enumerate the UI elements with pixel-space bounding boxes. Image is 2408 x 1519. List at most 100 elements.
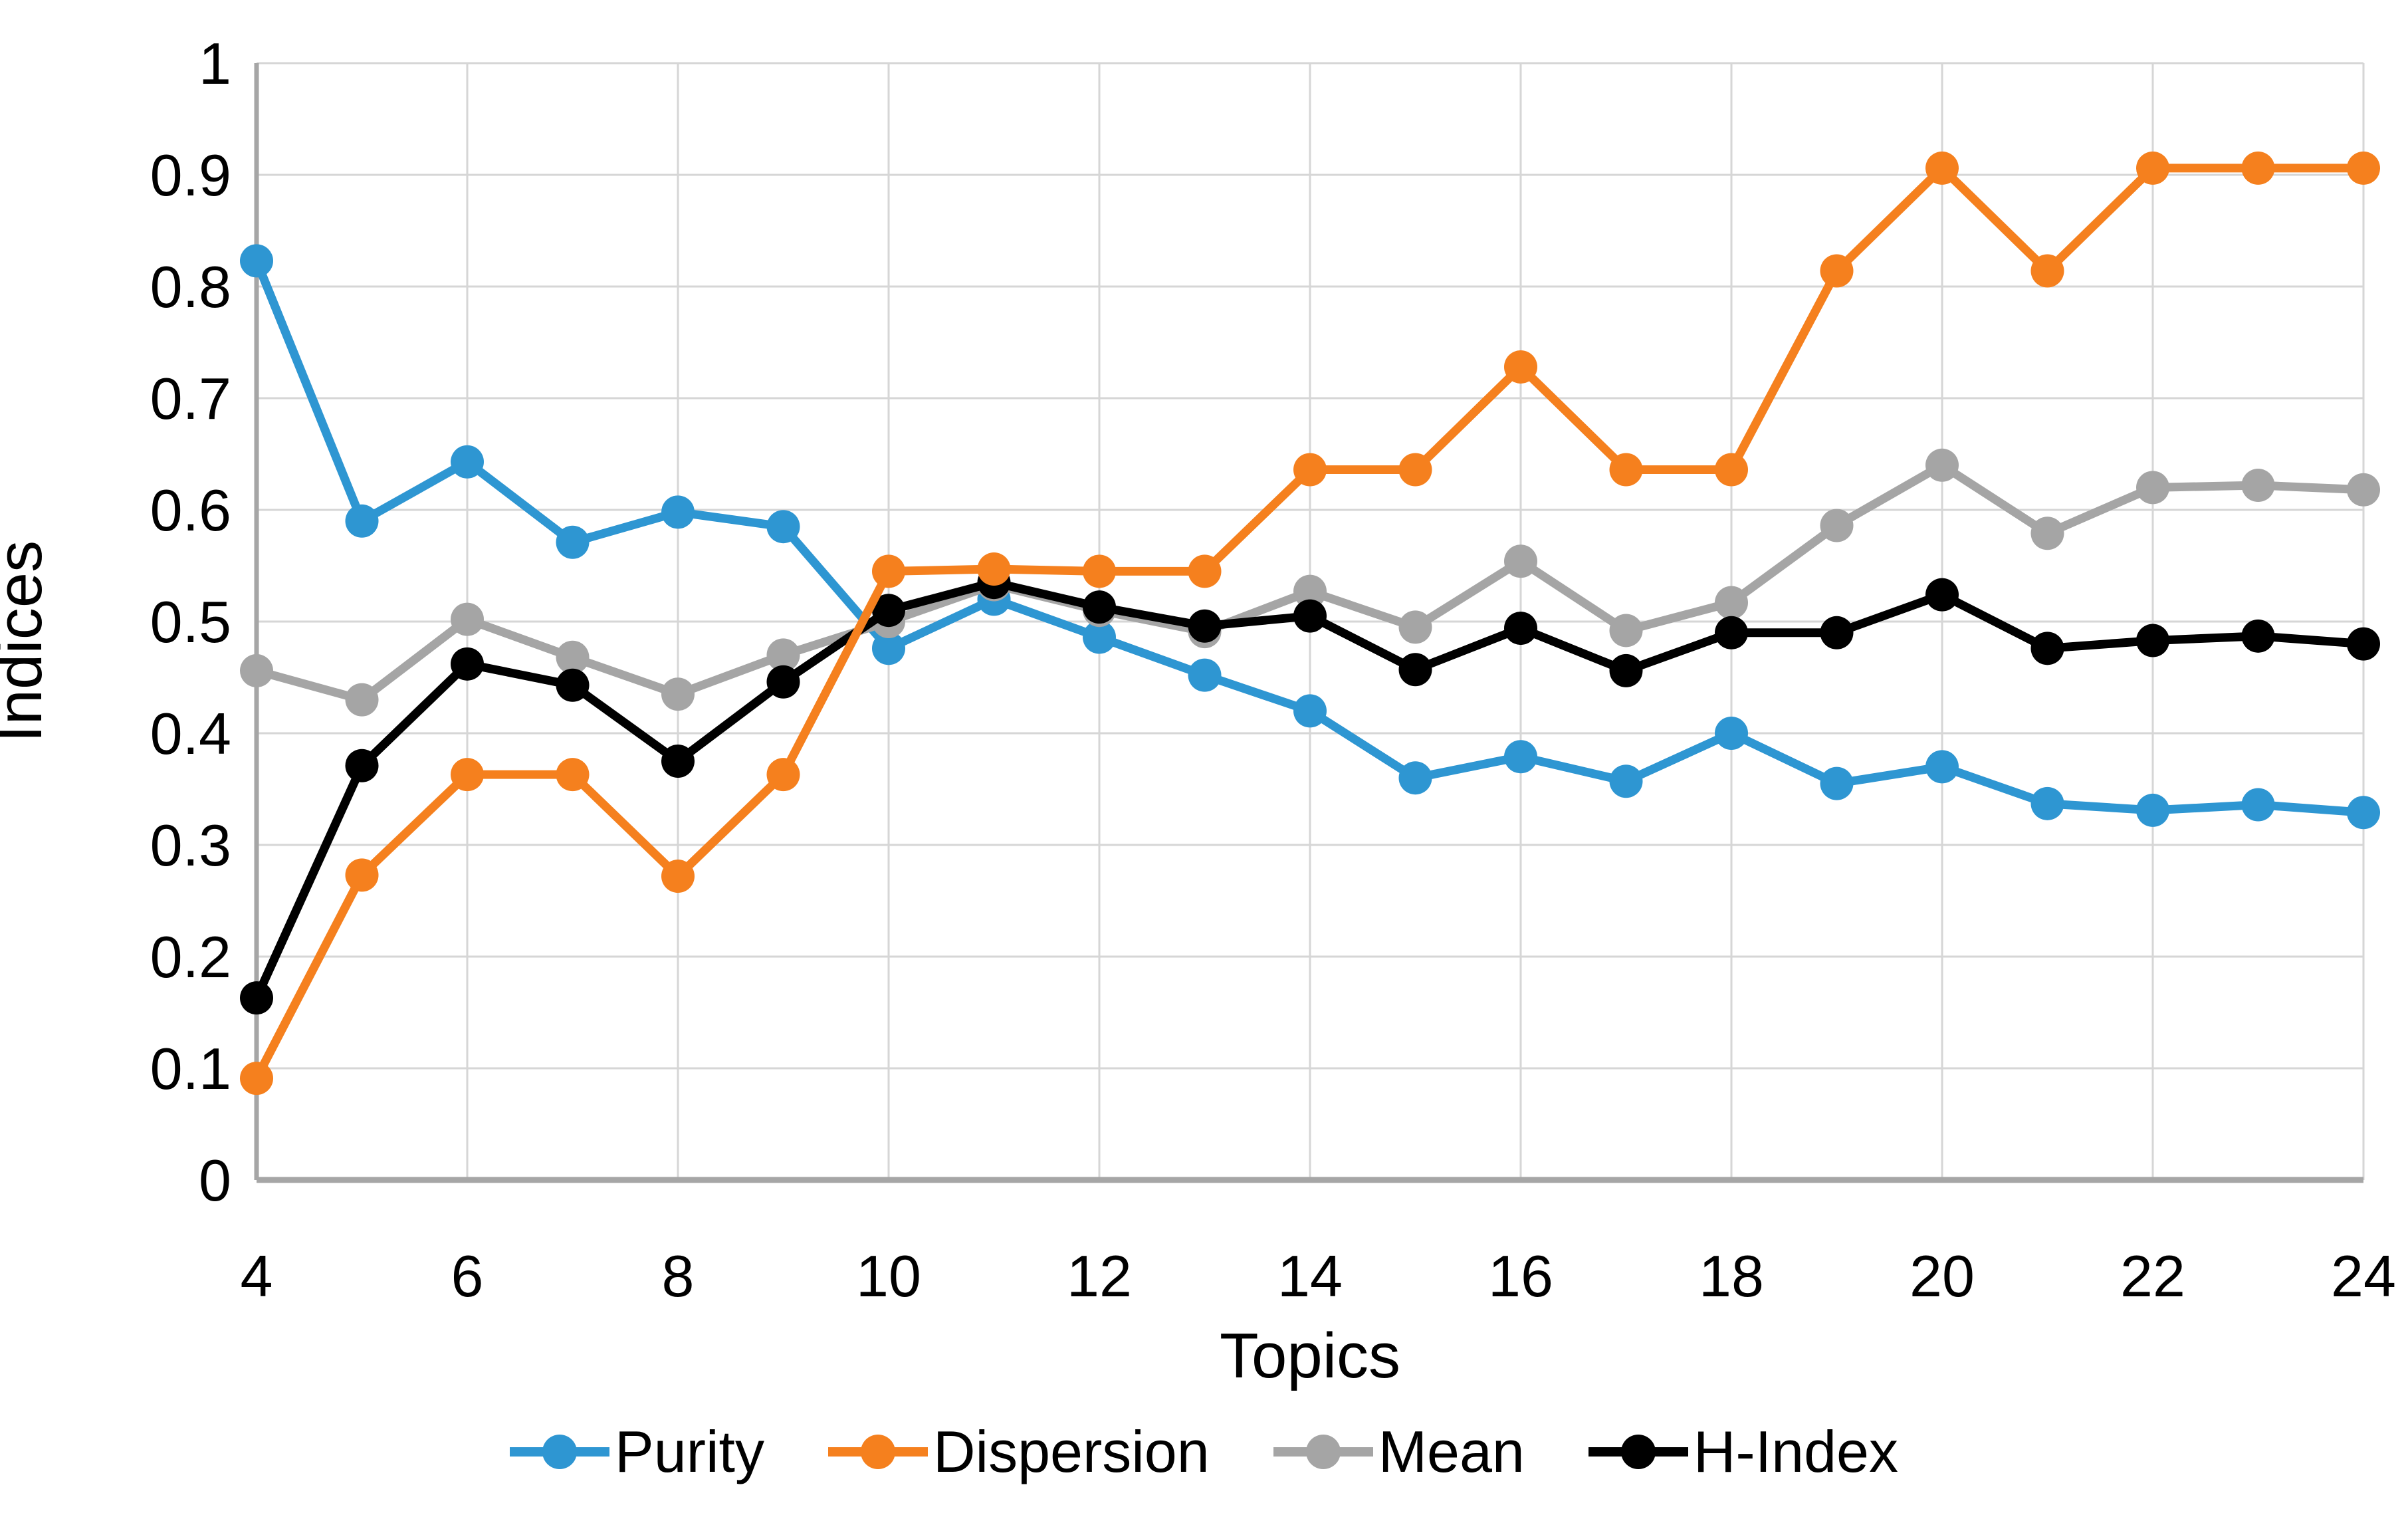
y-tick-label: 0.2 bbox=[150, 924, 231, 990]
data-point-dispersion bbox=[345, 858, 379, 892]
legend-label-h-index: Mean bbox=[1378, 1419, 1525, 1484]
data-point-mean bbox=[1609, 614, 1643, 647]
data-point-mean bbox=[2030, 517, 2064, 550]
x-axis-title: Topics bbox=[1220, 1320, 1400, 1391]
data-point-mean bbox=[2347, 473, 2380, 507]
data-point-mean bbox=[1398, 610, 1432, 644]
data-point-h-index bbox=[240, 981, 273, 1015]
data-point-h-index bbox=[556, 668, 590, 702]
data-point-purity bbox=[872, 632, 905, 665]
data-point-purity bbox=[766, 510, 800, 544]
data-point-dispersion bbox=[2136, 151, 2169, 185]
data-point-h-index bbox=[1083, 590, 1116, 624]
line-dot-marker-icon bbox=[1273, 1435, 1373, 1469]
x-tick-label: 10 bbox=[856, 1243, 921, 1309]
data-point-mean bbox=[1820, 509, 1854, 542]
data-point-h-index bbox=[1188, 609, 1222, 643]
data-point-h-index bbox=[872, 594, 905, 628]
data-point-h-index bbox=[1504, 612, 1537, 645]
data-point-purity bbox=[451, 445, 484, 479]
y-tick-label: 1 bbox=[199, 31, 231, 96]
data-point-mean bbox=[1293, 574, 1327, 608]
legend-item-h-index: H-Index bbox=[1588, 1423, 1898, 1481]
data-point-dispersion bbox=[451, 758, 484, 792]
data-point-purity bbox=[1925, 750, 1959, 784]
data-point-h-index bbox=[661, 745, 695, 778]
chart-legend: Purity Dispersion Mean H-Index bbox=[0, 1423, 2408, 1481]
data-point-mean bbox=[1504, 544, 1537, 578]
data-point-dispersion bbox=[1293, 453, 1327, 487]
y-tick-label: 0.8 bbox=[150, 254, 231, 320]
x-tick-label: 22 bbox=[2120, 1243, 2185, 1309]
data-point-dispersion bbox=[556, 758, 590, 792]
legend-item-mean: Mean bbox=[1273, 1423, 1525, 1481]
y-tick-label: 0.9 bbox=[150, 142, 231, 208]
data-point-purity bbox=[2241, 788, 2275, 822]
data-point-dispersion bbox=[2030, 254, 2064, 288]
data-point-purity bbox=[240, 244, 273, 278]
y-tick-label: 0.7 bbox=[150, 366, 231, 431]
data-point-mean bbox=[451, 602, 484, 636]
data-point-mean bbox=[1925, 448, 1959, 482]
data-point-h-index bbox=[1293, 599, 1327, 633]
data-point-purity bbox=[345, 504, 379, 538]
data-point-dispersion bbox=[1609, 453, 1643, 487]
data-point-purity bbox=[2347, 796, 2380, 830]
data-point-purity bbox=[556, 525, 590, 559]
x-tick-label: 20 bbox=[1910, 1243, 1975, 1309]
y-tick-label: 0.3 bbox=[150, 812, 231, 878]
x-tick-label: 24 bbox=[2331, 1243, 2396, 1309]
legend-item-purity: Purity bbox=[510, 1423, 764, 1481]
y-tick-label: 0.1 bbox=[150, 1036, 231, 1102]
data-point-purity bbox=[1820, 766, 1854, 800]
data-point-h-index bbox=[1925, 578, 1959, 612]
y-tick-label: 0.5 bbox=[150, 589, 231, 655]
data-point-dispersion bbox=[1398, 453, 1432, 487]
x-tick-label: 6 bbox=[451, 1243, 484, 1309]
data-point-purity bbox=[1083, 620, 1116, 654]
data-point-h-index bbox=[2347, 627, 2380, 661]
data-point-mean bbox=[556, 640, 590, 674]
x-tick-label: 18 bbox=[1699, 1243, 1764, 1309]
x-tick-label: 12 bbox=[1067, 1243, 1132, 1309]
x-tick-label: 8 bbox=[662, 1243, 695, 1309]
y-tick-label: 0.4 bbox=[150, 701, 231, 766]
legend-label-h-index: H-Index bbox=[1693, 1419, 1898, 1484]
x-tick-label: 16 bbox=[1488, 1243, 1553, 1309]
data-point-mean bbox=[766, 638, 800, 672]
data-point-dispersion bbox=[1504, 350, 1537, 384]
data-point-mean bbox=[2241, 469, 2275, 503]
data-point-dispersion bbox=[2347, 151, 2380, 185]
y-tick-label: 0 bbox=[199, 1147, 231, 1213]
data-point-purity bbox=[1504, 740, 1537, 774]
data-point-mean bbox=[1715, 586, 1748, 620]
data-point-dispersion bbox=[766, 758, 800, 792]
data-point-h-index bbox=[1820, 616, 1854, 649]
line-dot-marker-icon bbox=[827, 1435, 928, 1469]
data-point-h-index bbox=[451, 647, 484, 681]
data-point-mean bbox=[661, 677, 695, 711]
line-dot-marker-icon bbox=[510, 1435, 610, 1469]
data-point-dispersion bbox=[977, 552, 1011, 586]
data-point-purity bbox=[2030, 786, 2064, 820]
data-point-purity bbox=[1188, 658, 1222, 692]
data-point-dispersion bbox=[240, 1062, 273, 1096]
data-point-purity bbox=[661, 495, 695, 529]
data-point-dispersion bbox=[661, 860, 695, 893]
data-point-dispersion bbox=[1083, 554, 1116, 588]
data-point-dispersion bbox=[1715, 453, 1748, 487]
legend-item-dispersion: Dispersion bbox=[827, 1419, 1210, 1484]
data-point-h-index bbox=[2136, 624, 2169, 657]
data-point-h-index bbox=[1609, 653, 1643, 687]
data-point-purity bbox=[1293, 694, 1327, 728]
data-point-dispersion bbox=[872, 554, 905, 588]
data-point-h-index bbox=[766, 665, 800, 699]
legend-label-dispersion: Dispersion bbox=[932, 1419, 1210, 1484]
data-point-purity bbox=[2136, 793, 2169, 827]
x-tick-label: 14 bbox=[1277, 1243, 1343, 1309]
data-point-h-index bbox=[2030, 632, 2064, 665]
data-point-h-index bbox=[1398, 653, 1432, 687]
data-point-dispersion bbox=[1820, 254, 1854, 288]
y-tick-label: 0.6 bbox=[150, 477, 231, 543]
